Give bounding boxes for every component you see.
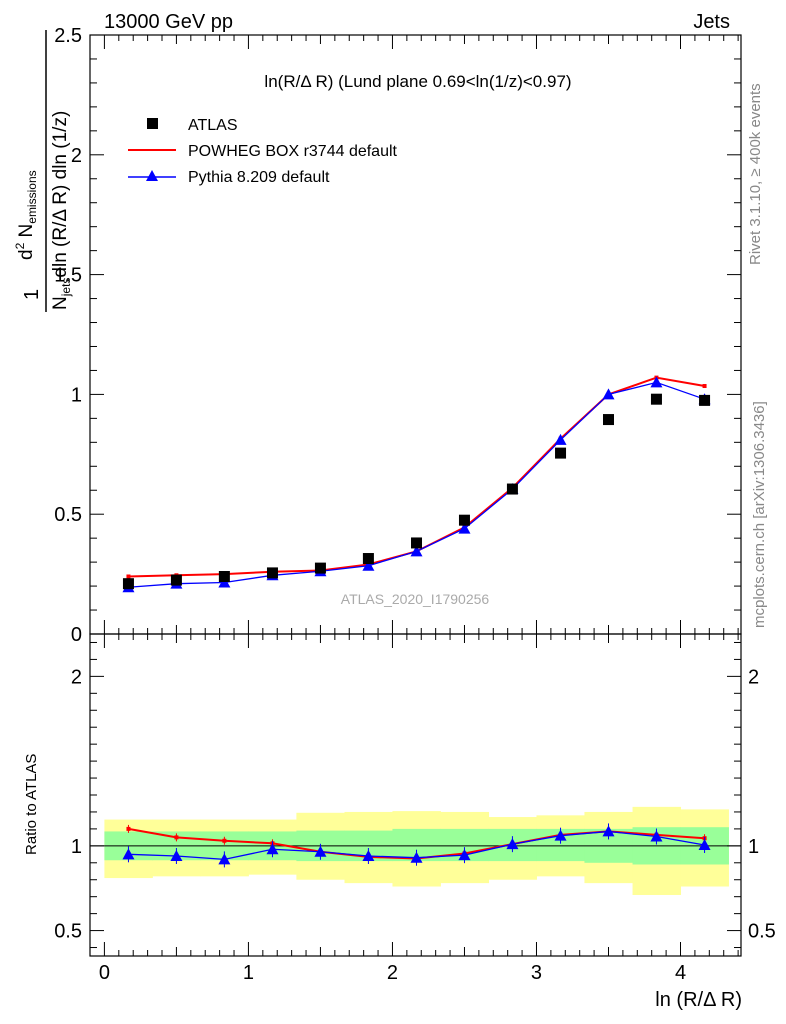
atlas-point bbox=[170, 574, 182, 586]
ratio-y-tick-label: 1 bbox=[71, 836, 82, 858]
legend-marker-pythia bbox=[146, 170, 158, 181]
pythia-point bbox=[362, 559, 375, 571]
ratio-frame bbox=[89, 633, 742, 957]
y-tick-label: 2.5 bbox=[54, 25, 82, 47]
atlas-point bbox=[602, 414, 614, 426]
atlas-point bbox=[699, 394, 711, 406]
ratio-pythia-point bbox=[410, 851, 423, 863]
ratio-pythia-point bbox=[170, 850, 183, 862]
legend-label-atlas: ATLAS bbox=[188, 117, 238, 134]
atlas-point bbox=[314, 562, 326, 574]
x-tick-label: 4 bbox=[675, 962, 686, 984]
pythia-point bbox=[650, 376, 663, 388]
ratio-pythia-point bbox=[602, 825, 615, 837]
atlas-point bbox=[650, 393, 662, 405]
atlas-point bbox=[458, 514, 470, 526]
ratio-pythia-point bbox=[314, 845, 327, 857]
x-tick-label: 3 bbox=[531, 962, 542, 984]
pythia-point bbox=[458, 522, 471, 534]
legend-marker-atlas bbox=[147, 118, 158, 129]
pythia-point bbox=[410, 545, 423, 557]
ratio-ylabel: Ratio to ATLAS bbox=[23, 754, 40, 855]
ratio-pythia-point bbox=[698, 838, 711, 850]
x-tick-label: 2 bbox=[387, 962, 398, 984]
rivet-label: Rivet 3.1.10, ≥ 400k events bbox=[747, 83, 764, 265]
legend: ATLAS POWHEG BOX r3744 default Pythia 8.… bbox=[128, 117, 398, 186]
ratio-powheg-point bbox=[126, 826, 131, 831]
main-title: ln(R/Δ R) (Lund plane 0.69<ln(1/z)<0.97) bbox=[264, 72, 571, 91]
powheg-point bbox=[702, 384, 707, 389]
legend-label-powheg: POWHEG BOX r3744 default bbox=[188, 143, 398, 160]
atlas-point bbox=[555, 447, 567, 459]
svg-text:d2 Nemissions: d2 Nemissions bbox=[13, 170, 39, 260]
process-label: Jets bbox=[693, 11, 730, 33]
svg-text:1: 1 bbox=[21, 289, 43, 300]
ratio-panel: 0 1 2 3 4 0.5 0.5 1 1 2 2 bbox=[54, 633, 776, 984]
x-tick-label: 0 bbox=[99, 962, 110, 984]
svg-text:Njetsdln (R/Δ R) dln (1/z): Njetsdln (R/Δ R) dln (1/z) bbox=[50, 111, 73, 310]
ratio-pythia-point bbox=[122, 848, 135, 860]
beam-label: 13000 GeV pp bbox=[104, 11, 233, 33]
y-tick-label: 1.5 bbox=[54, 265, 82, 287]
ratio-powheg-point bbox=[174, 835, 179, 840]
main-panel: 0 0.5 1 1.5 2 2.5 bbox=[54, 25, 742, 956]
ratio-pythia-point bbox=[554, 829, 567, 841]
pythia-point bbox=[602, 388, 615, 400]
atlas-point bbox=[266, 567, 278, 579]
atlas-point bbox=[411, 537, 423, 549]
y-tick-label: 1 bbox=[71, 384, 82, 406]
xlabel: ln (R/Δ R) bbox=[655, 989, 742, 1011]
ratio-pythia-point bbox=[506, 838, 519, 850]
atlas-point bbox=[218, 570, 230, 582]
analysis-label: ATLAS_2020_I1790256 bbox=[341, 591, 490, 607]
ratio-pythia-point bbox=[266, 843, 279, 855]
atlas-point bbox=[362, 553, 374, 565]
y-tick-label: 0 bbox=[71, 624, 82, 646]
ratio-y-tick-label-right: 0.5 bbox=[748, 921, 776, 943]
main-ylabel: 1 d2 Nemissions Njetsdln (R/Δ R) dln (1/… bbox=[13, 30, 73, 312]
powheg-point bbox=[126, 574, 131, 579]
ratio-pythia-point bbox=[458, 849, 471, 861]
ratio-y-tick-label: 0.5 bbox=[54, 921, 82, 943]
atlas-point bbox=[122, 578, 134, 590]
x-tick-label: 1 bbox=[243, 962, 254, 984]
ratio-pythia-point bbox=[362, 850, 375, 862]
mcplots-label: mcplots.cern.ch [arXiv:1306.3436] bbox=[751, 401, 768, 628]
ratio-y-tick-label: 2 bbox=[71, 666, 82, 688]
ratio-pythia-point bbox=[218, 853, 231, 865]
legend-label-pythia: Pythia 8.209 default bbox=[188, 169, 330, 186]
ratio-y-tick-label-right: 1 bbox=[748, 836, 759, 858]
y-tick-label: 0.5 bbox=[54, 504, 82, 526]
pythia-point bbox=[554, 433, 567, 445]
atlas-point bbox=[506, 483, 518, 495]
pythia-line bbox=[128, 381, 705, 588]
ratio-y-tick-label-right: 2 bbox=[748, 666, 759, 688]
y-tick-label: 2 bbox=[71, 145, 82, 167]
ratio-pythia-point bbox=[650, 830, 663, 842]
ratio-powheg-point bbox=[222, 838, 227, 843]
